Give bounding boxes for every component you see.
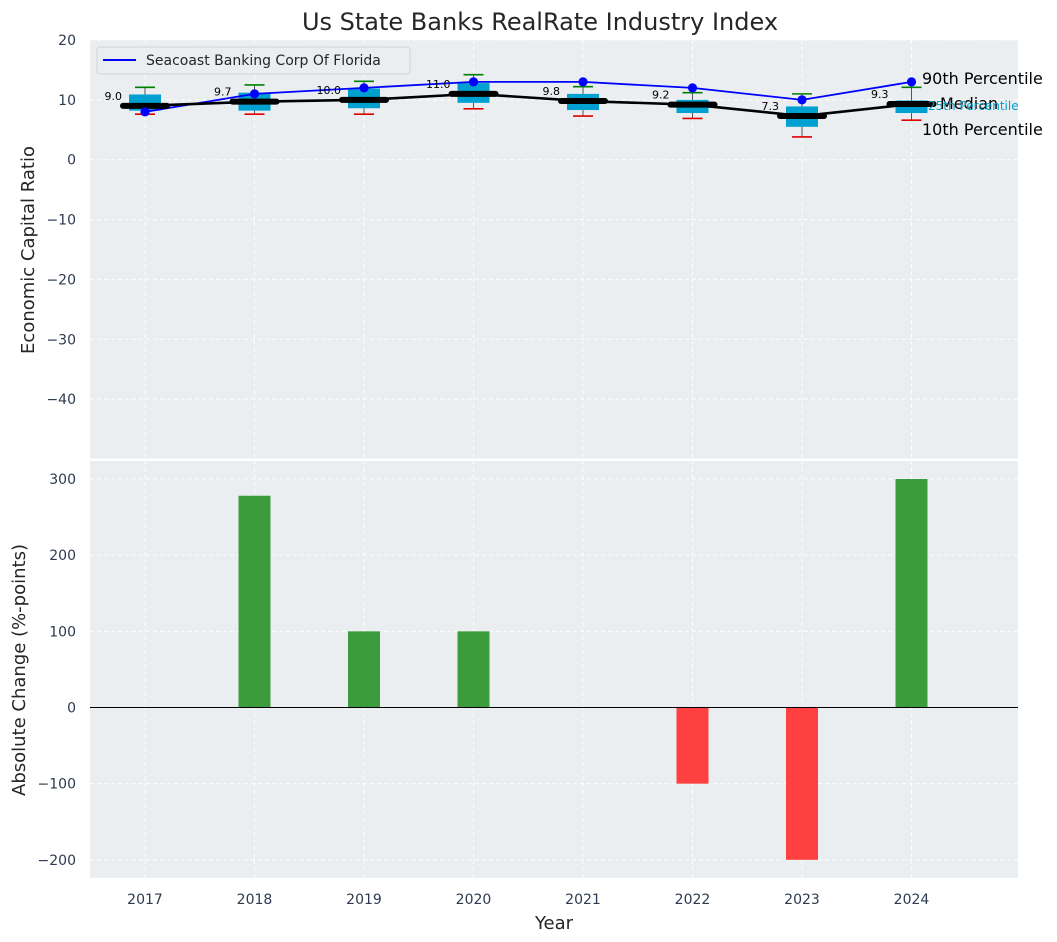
- bottom-y-tick-label: 200: [49, 548, 76, 564]
- change-bar-2020: [457, 631, 490, 708]
- seacoast-line: [144, 81, 912, 113]
- annotation-median: Median: [940, 94, 998, 113]
- x-tick-label-2021: 2021: [565, 892, 601, 908]
- x-tick-label-2023: 2023: [784, 892, 820, 908]
- x-tick-label-2017: 2017: [127, 892, 163, 908]
- bottom-y-tick-label: 300: [49, 472, 76, 488]
- change-bars: [238, 479, 928, 860]
- seacoast-point-2017: [140, 107, 150, 117]
- median-value-label-2020: 11.0: [426, 78, 451, 91]
- annotation-10th-percentile: 10th Percentile: [922, 120, 1043, 139]
- top-y-ticks: 20 10 0 −10 −20 −30 −40: [46, 33, 76, 408]
- bottom-y-tick-label: −100: [38, 777, 76, 793]
- seacoast-point-2019: [359, 83, 369, 93]
- median-value-label-2019: 10.0: [317, 84, 342, 97]
- x-tick-label-2024: 2024: [894, 892, 930, 908]
- bottom-y-tick-label: 100: [49, 624, 76, 640]
- bottom-panel: 300 200 100 0 −100 −200 Absolute Change (%-po…: [9, 461, 1018, 934]
- chart-title: Us State Banks RealRate Industry Index: [302, 8, 778, 36]
- median-value-label-2018: 9.7: [214, 86, 232, 99]
- seacoast-point-2021: [578, 77, 588, 87]
- bottom-y-axis-label: Absolute Change (%-points): [9, 544, 30, 796]
- seacoast-point-2024: [906, 77, 917, 87]
- change-bar-2023: [786, 707, 818, 860]
- x-tick-label-2019: 2019: [346, 892, 382, 908]
- change-bar-2019: [348, 631, 380, 708]
- legend-entry-seacoast: Seacoast Banking Corp Of Florida: [146, 53, 381, 69]
- bottom-y-ticks: 300 200 100 0 −100 −200: [38, 472, 76, 869]
- annotation-25th-percentile: 25th Percentile: [928, 99, 1019, 113]
- median-labels: 9.0 9.7 10.0 11.0 9.8 9.2 7.3 9.3: [105, 78, 889, 113]
- bottom-y-tick-label: −200: [38, 853, 76, 869]
- seacoast-point-2020: [468, 77, 479, 87]
- change-bar-2024: [895, 479, 928, 708]
- legend: Seacoast Banking Corp Of Florida: [96, 46, 411, 75]
- median-value-label-2022: 9.2: [652, 89, 670, 102]
- median-value-label-2017: 9.0: [105, 90, 123, 103]
- top-series-lines: [120, 77, 937, 120]
- top-y-axis-label: Economic Capital Ratio: [18, 146, 39, 354]
- box-plots: [129, 73, 928, 138]
- top-y-tick-label: 10: [58, 93, 76, 109]
- legend-box: [96, 46, 411, 75]
- top-y-tick-label: 0: [67, 153, 76, 169]
- top-panel: 20 10 0 −10 −20 −30 −40 Economic Capital Ratio…: [18, 33, 1043, 459]
- median-value-label-2021: 9.8: [543, 85, 561, 98]
- bottom-y-tick-label: 0: [67, 701, 76, 717]
- change-bar-2018: [238, 495, 271, 708]
- annotation-90th-percentile: 90th Percentile: [922, 69, 1043, 88]
- x-tick-label-2022: 2022: [675, 892, 711, 908]
- change-bar-2022: [676, 707, 709, 784]
- x-ticks: 2017 2018 2019 2020 2021 2022 2023 2024: [127, 892, 929, 908]
- top-y-tick-label: −20: [46, 272, 76, 288]
- top-y-tick-label: −10: [46, 213, 76, 229]
- seacoast-point-2022: [687, 83, 698, 93]
- bottom-plot-background: [90, 461, 1018, 878]
- median-value-label-2024: 9.3: [871, 88, 889, 101]
- top-y-tick-label: −40: [46, 392, 76, 408]
- seacoast-point-2023: [797, 95, 807, 105]
- top-y-tick-label: 20: [58, 33, 76, 49]
- x-tick-label-2018: 2018: [237, 892, 273, 908]
- median-value-label-2023: 7.3: [762, 100, 780, 113]
- x-tick-label-2020: 2020: [456, 892, 492, 908]
- seacoast-point-2018: [249, 89, 260, 99]
- x-axis-label: Year: [534, 913, 574, 934]
- top-y-tick-label: −30: [46, 332, 76, 348]
